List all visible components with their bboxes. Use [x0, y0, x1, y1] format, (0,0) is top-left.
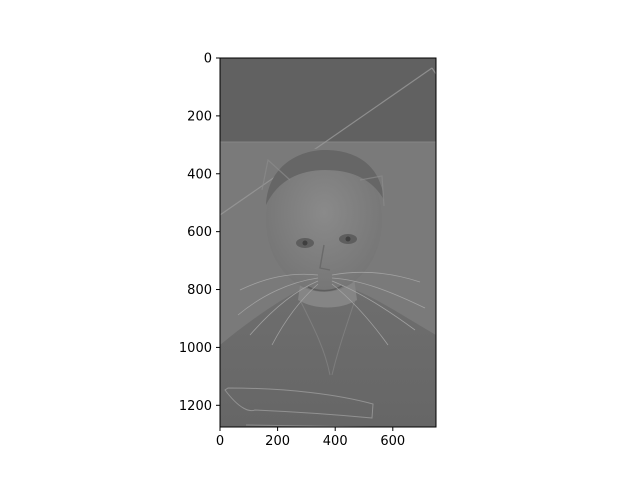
image-top-band	[220, 58, 436, 142]
hair	[266, 150, 384, 205]
x-axis: 0 200 400 600	[216, 427, 405, 449]
x-tick-label: 400	[323, 434, 348, 449]
x-tick-label: 600	[380, 434, 405, 449]
y-tick-label: 1200	[179, 399, 212, 414]
bottom-outline	[224, 387, 374, 419]
x-tick-label: 200	[265, 434, 290, 449]
face	[266, 148, 382, 292]
hybrid-image	[220, 58, 436, 427]
whiskers	[237, 272, 426, 346]
cat-ear-left	[261, 158, 291, 191]
y-axis: 0 200 400 600 800 1000 1200	[179, 52, 220, 414]
y-tick-label: 800	[187, 283, 212, 298]
y-tick-label: 1000	[179, 341, 212, 356]
y-tick-label: 200	[187, 109, 212, 124]
y-tick-label: 0	[204, 52, 212, 67]
diagonal-line	[220, 67, 433, 216]
cat-ear-right	[359, 175, 385, 207]
axes-frame	[219, 57, 437, 428]
x-tick-label: 0	[216, 434, 224, 449]
mouth	[307, 285, 343, 292]
nose	[319, 244, 331, 271]
shirt-shape	[220, 290, 436, 427]
y-tick-label: 400	[187, 167, 212, 182]
y-tick-label: 600	[187, 225, 212, 240]
